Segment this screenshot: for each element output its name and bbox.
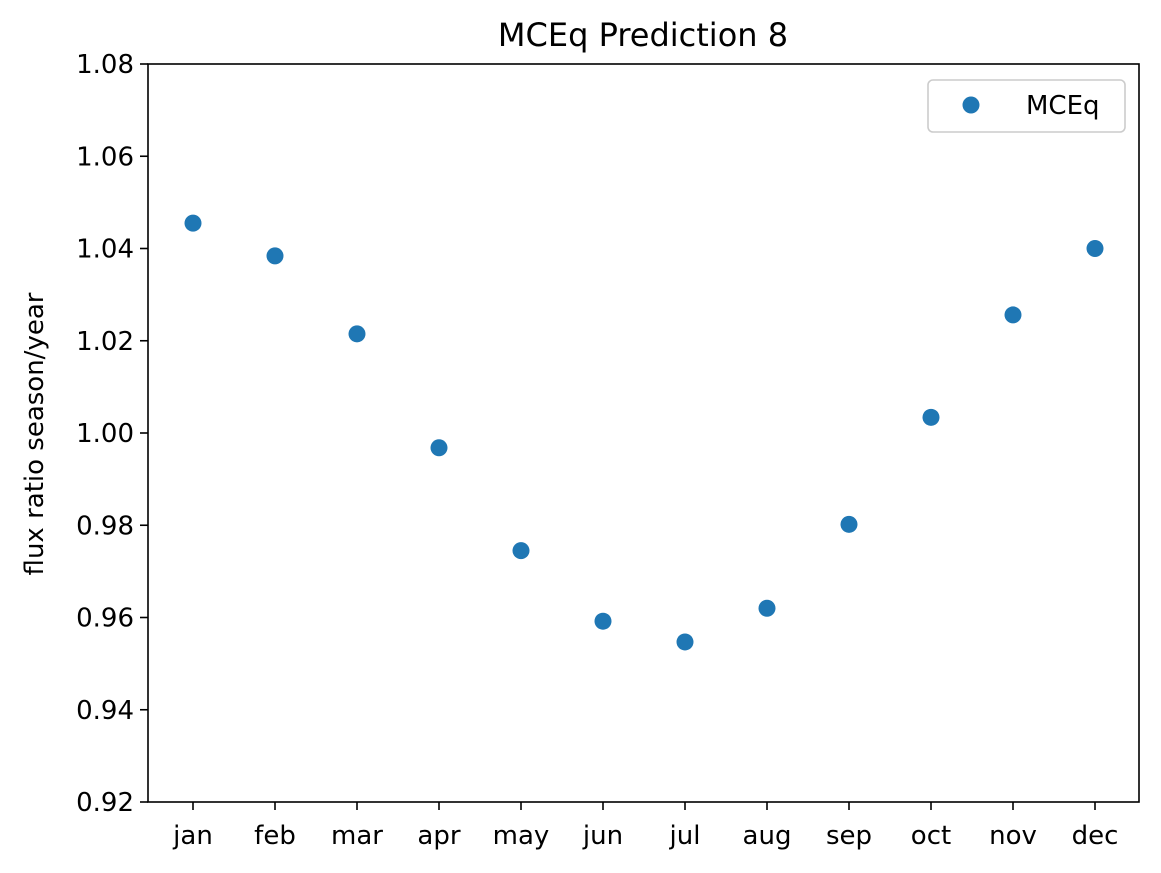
x-tick-label: jul (669, 821, 701, 851)
y-ticks: 0.92 0.94 0.96 0.98 1.00 1.02 1.04 1.06 1.08 (76, 50, 148, 818)
data-point-dec (1086, 240, 1104, 257)
data-point-aug (758, 599, 776, 617)
y-tick-label: 1.06 (76, 142, 134, 172)
chart-title: MCEq Prediction 8 (498, 16, 788, 54)
plot-frame (147, 63, 1140, 803)
x-tick-label: mar (331, 821, 383, 851)
y-tick-label: 1.00 (76, 419, 134, 449)
data-point-jul (676, 633, 694, 651)
data-point-apr (430, 439, 448, 457)
y-tick-label: 0.92 (76, 788, 134, 818)
data-point-mar (348, 325, 366, 343)
y-tick-label: 1.02 (76, 327, 134, 357)
y-axis-label: flux ratio season/year (20, 292, 50, 575)
y-tick-label: 0.94 (76, 696, 134, 726)
x-tick-label: sep (826, 821, 872, 851)
x-tick-label: oct (911, 821, 951, 851)
y-tick-label: 0.98 (76, 511, 134, 541)
y-tick-label: 1.04 (76, 235, 134, 265)
data-point-may (512, 542, 530, 560)
x-tick-label: jan (172, 821, 213, 851)
x-tick-label: aug (743, 821, 792, 851)
legend-box (927, 79, 1126, 133)
legend-marker (962, 96, 980, 114)
data-point-feb (266, 247, 284, 265)
legend-label: MCEq (1026, 91, 1100, 121)
x-tick-label: dec (1072, 821, 1119, 851)
data-points (184, 214, 1104, 651)
data-point-oct (922, 408, 940, 426)
legend: MCEq (927, 79, 1126, 133)
x-tick-label: apr (417, 821, 460, 851)
y-tick-label: 1.08 (76, 50, 134, 80)
data-point-jan (184, 214, 202, 232)
x-tick-label: may (493, 821, 550, 851)
data-point-nov (1004, 306, 1022, 324)
y-tick-label: 0.96 (76, 604, 134, 634)
data-point-jun (594, 612, 612, 630)
x-tick-label: jun (582, 821, 623, 851)
x-tick-label: feb (254, 821, 296, 851)
x-ticks: jan feb mar apr may jun jul aug sep oct nov dec (172, 802, 1118, 851)
data-point-sep (840, 515, 858, 533)
x-tick-label: nov (989, 821, 1037, 851)
